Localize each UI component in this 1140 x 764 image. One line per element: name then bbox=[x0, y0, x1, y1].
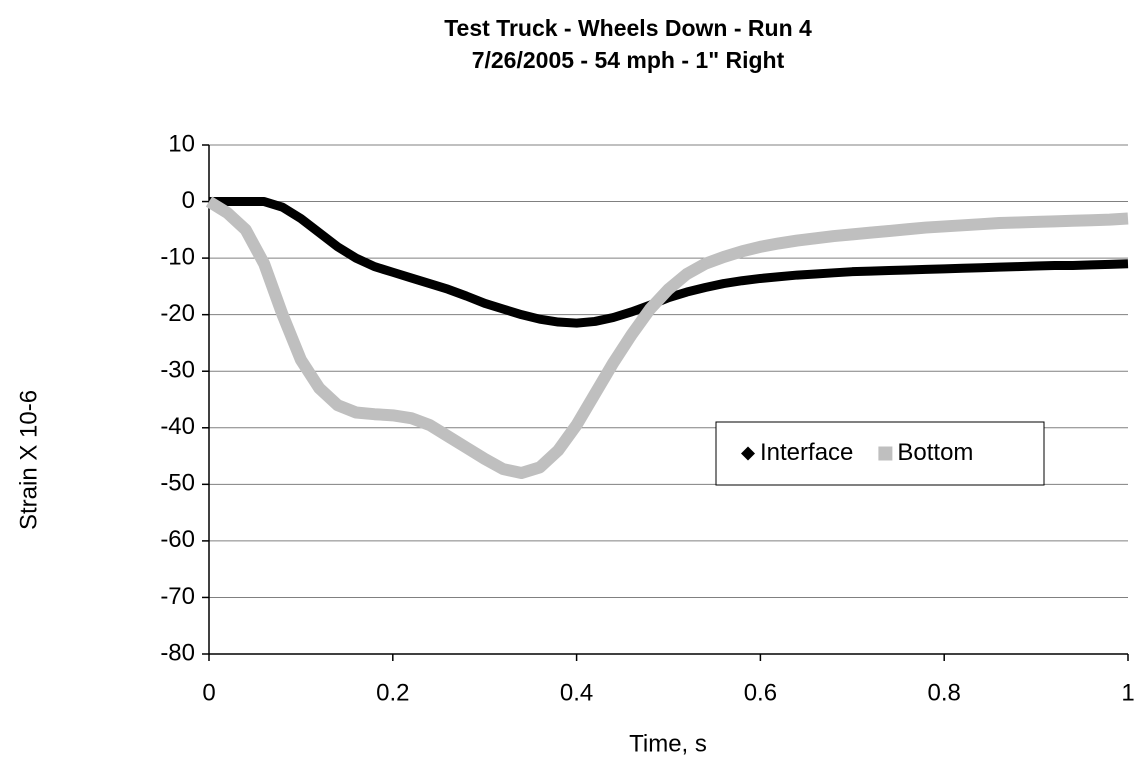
chart-subtitle: 7/26/2005 - 54 mph - 1" Right bbox=[472, 47, 785, 73]
y-tick-label: 10 bbox=[168, 130, 195, 157]
x-tick-label: 1 bbox=[1121, 679, 1134, 706]
y-axis-label: Strain X 10-6 bbox=[15, 390, 42, 530]
y-tick-label: -40 bbox=[160, 413, 195, 440]
legend-label: Bottom bbox=[897, 439, 973, 466]
y-tick-label: -80 bbox=[160, 639, 195, 666]
chart-title: Test Truck - Wheels Down - Run 4 bbox=[444, 15, 812, 41]
y-tick-label: -70 bbox=[160, 583, 195, 610]
y-tick-label: -30 bbox=[160, 357, 195, 384]
x-tick-label: 0.8 bbox=[928, 679, 961, 706]
legend-marker bbox=[878, 446, 893, 461]
x-axis-label: Time, s bbox=[629, 730, 707, 757]
x-tick-label: 0.2 bbox=[376, 679, 409, 706]
legend-marker bbox=[741, 446, 755, 461]
legend-label: Interface bbox=[760, 439, 853, 466]
series-line bbox=[205, 196, 1129, 480]
y-tick-label: -60 bbox=[160, 526, 195, 553]
x-tick-label: 0.6 bbox=[744, 679, 777, 706]
y-tick-label: -50 bbox=[160, 470, 195, 497]
y-tick-label: -20 bbox=[160, 300, 195, 327]
x-tick-label: 0 bbox=[202, 679, 215, 706]
x-tick-label: 0.4 bbox=[560, 679, 593, 706]
y-tick-label: 0 bbox=[182, 187, 195, 214]
y-tick-label: -10 bbox=[160, 243, 195, 270]
